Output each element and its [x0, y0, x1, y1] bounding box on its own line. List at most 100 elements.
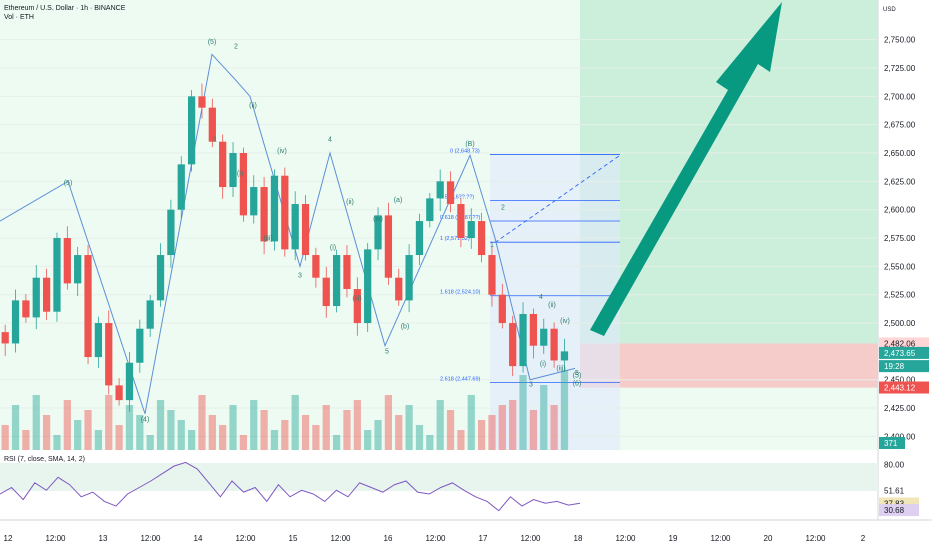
volume-bar: [187, 430, 196, 450]
candle: [63, 226, 71, 290]
wave-label: 2: [234, 44, 238, 51]
wave-label: (iv): [277, 148, 287, 155]
candle: [353, 277, 361, 336]
price-tick-label: 2,725.00: [884, 64, 916, 73]
pane-separator: [0, 450, 878, 455]
volume-bar: [446, 410, 455, 450]
volume-bar: [32, 395, 40, 450]
volume-bar: [353, 400, 361, 450]
candle: [560, 338, 569, 372]
time-tick-label: 12:00: [520, 534, 541, 543]
price-tick-label: 2,525.00: [884, 291, 916, 300]
volume-bar: [136, 415, 144, 450]
candle: [322, 266, 330, 318]
candle-body: [239, 153, 248, 216]
fib-level-label: 1 (2,571.32): [440, 236, 470, 242]
candle-body: [270, 175, 279, 242]
candle: [488, 245, 496, 307]
candle: [229, 142, 237, 198]
candle: [436, 169, 444, 212]
candle-body: [53, 238, 61, 312]
candle-body: [446, 181, 455, 205]
candle-body: [529, 313, 538, 346]
candle-body: [63, 238, 71, 284]
candle: [374, 207, 382, 261]
time-tick-label: 17: [479, 534, 488, 543]
candle: [395, 268, 403, 306]
candle: [529, 308, 538, 359]
volume-bar: [384, 395, 393, 450]
wave-label: (iv): [373, 216, 383, 223]
wave-label: 2: [501, 205, 505, 212]
candle-body: [219, 141, 227, 188]
candle: [291, 191, 299, 261]
volume-bar: [177, 420, 185, 450]
price-label-tag: [879, 346, 929, 359]
time-tick-label: 18: [574, 534, 583, 543]
candle: [146, 294, 154, 337]
fib-level-label: 1.618 (2,524.10): [440, 290, 481, 296]
rsi-tick-label: 80.00: [884, 460, 905, 469]
price-tick-label: 2,600.00: [884, 206, 916, 215]
time-tick-label: 14: [194, 534, 203, 543]
wave-label: 3: [298, 273, 302, 280]
volume-bar: [488, 415, 496, 450]
candle-body: [146, 300, 154, 329]
candle-body: [105, 323, 113, 386]
wave-label: (b): [401, 324, 410, 331]
wave-label: (ii): [346, 199, 354, 206]
volume-bar: [94, 430, 103, 450]
time-tick-label: 12: [4, 534, 13, 543]
candle-body: [229, 153, 237, 188]
wave-label: 1: [490, 242, 494, 249]
candle: [301, 194, 310, 261]
candle-body: [415, 221, 424, 256]
candle-body: [94, 323, 103, 358]
wave-label: 4: [539, 294, 543, 301]
candle-body: [332, 255, 341, 307]
time-axis-background: [0, 520, 932, 550]
candle: [550, 322, 558, 368]
volume-bar: [167, 410, 175, 450]
rsi-tick-label: 37.83: [884, 499, 905, 508]
fib-level-label: 2.618 (2,447.69): [440, 376, 481, 382]
time-tick-label: 12:00: [710, 534, 731, 543]
loss-zone: [580, 343, 878, 388]
candle-body: [260, 187, 268, 242]
candle-body: [250, 187, 258, 216]
rsi-tick-label: 30.68: [884, 506, 905, 515]
wave-label: (i): [540, 361, 546, 368]
rsi-indicator-label[interactable]: RSI (7, close, SMA, 14, 2): [4, 456, 85, 463]
candle: [198, 83, 206, 119]
volume-indicator-label[interactable]: Vol · ETH: [4, 14, 34, 21]
volume-bar: [42, 415, 51, 450]
volume-bar: [115, 425, 123, 450]
price-label-text: 2,473.65: [884, 349, 916, 358]
candle-body: [540, 328, 548, 346]
time-tick-label: 12:00: [235, 534, 256, 543]
symbol-title[interactable]: Ethereum / U.S. Dollar · 1h · BINANCE: [4, 5, 126, 12]
candle: [446, 171, 455, 213]
price-label-tag: [879, 337, 929, 350]
candle-body: [395, 277, 403, 301]
candle: [281, 167, 289, 257]
volume-bar: [11, 405, 20, 450]
candle: [94, 316, 103, 368]
price-tick-label: 2,425.00: [884, 404, 916, 413]
candle-body: [136, 328, 144, 363]
volume-bar: [156, 400, 165, 450]
volume-bar: [395, 415, 403, 450]
candle-body: [312, 255, 320, 278]
volume-bar: [22, 430, 30, 450]
candle: [22, 294, 30, 323]
candle: [84, 245, 92, 365]
candle: [105, 310, 113, 395]
candle: [32, 265, 40, 330]
wave-label: 3: [529, 382, 533, 389]
candle-body: [291, 204, 299, 250]
wave-label: (ii): [548, 302, 556, 309]
candle: [312, 247, 320, 288]
candle: [250, 175, 258, 224]
wave-label: (B): [465, 141, 474, 148]
